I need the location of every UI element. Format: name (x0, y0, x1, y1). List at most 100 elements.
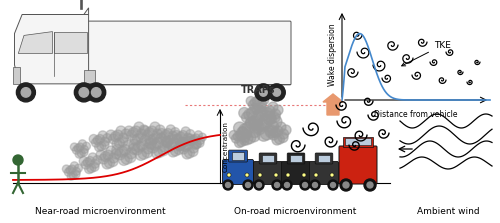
Circle shape (282, 180, 292, 190)
Circle shape (284, 182, 290, 188)
Circle shape (174, 145, 184, 155)
Circle shape (74, 83, 94, 102)
Circle shape (266, 126, 276, 136)
Circle shape (106, 146, 116, 156)
Text: Distance from vehicle: Distance from vehicle (374, 110, 458, 119)
Circle shape (328, 180, 338, 190)
Circle shape (128, 143, 140, 154)
Circle shape (79, 88, 88, 97)
Circle shape (239, 124, 251, 136)
Circle shape (245, 173, 249, 177)
Circle shape (123, 140, 134, 151)
Circle shape (184, 148, 194, 158)
Circle shape (273, 126, 283, 136)
Circle shape (269, 115, 282, 128)
Circle shape (97, 142, 106, 151)
Circle shape (286, 173, 290, 177)
Circle shape (80, 148, 88, 156)
Circle shape (121, 129, 131, 139)
Circle shape (126, 148, 136, 159)
Circle shape (272, 135, 282, 145)
Circle shape (158, 145, 169, 156)
Circle shape (246, 107, 258, 118)
Text: Ambient wind: Ambient wind (416, 207, 480, 217)
Circle shape (140, 135, 151, 146)
Circle shape (138, 148, 149, 159)
Circle shape (180, 138, 189, 147)
Circle shape (161, 130, 170, 139)
Text: Near-road microenvironment: Near-road microenvironment (34, 207, 166, 217)
Circle shape (152, 129, 162, 139)
Circle shape (246, 182, 250, 188)
Circle shape (232, 134, 240, 143)
Circle shape (281, 125, 291, 135)
Circle shape (234, 122, 245, 134)
Circle shape (255, 84, 272, 101)
Circle shape (146, 135, 156, 145)
Circle shape (254, 180, 264, 190)
Circle shape (188, 147, 198, 157)
Polygon shape (54, 32, 86, 54)
Circle shape (330, 182, 336, 188)
Circle shape (111, 149, 121, 159)
Circle shape (88, 153, 97, 162)
Circle shape (104, 158, 115, 168)
Circle shape (314, 173, 318, 177)
Circle shape (90, 162, 99, 171)
Circle shape (198, 133, 206, 141)
Circle shape (255, 93, 264, 102)
Circle shape (237, 138, 246, 147)
Circle shape (170, 146, 180, 156)
Circle shape (266, 114, 276, 124)
Circle shape (112, 145, 123, 155)
Circle shape (268, 84, 285, 101)
Circle shape (264, 115, 274, 125)
Circle shape (148, 134, 158, 144)
Circle shape (170, 128, 179, 137)
Circle shape (270, 128, 280, 138)
Circle shape (87, 164, 96, 173)
Circle shape (74, 144, 82, 152)
Circle shape (172, 130, 181, 140)
Circle shape (131, 126, 141, 136)
Circle shape (158, 141, 170, 152)
Circle shape (248, 116, 259, 127)
Circle shape (181, 127, 190, 136)
Circle shape (229, 130, 238, 140)
Circle shape (79, 157, 88, 165)
Circle shape (242, 130, 252, 139)
Circle shape (93, 136, 102, 145)
Circle shape (130, 135, 140, 145)
FancyBboxPatch shape (85, 21, 291, 85)
Circle shape (157, 128, 166, 138)
Circle shape (174, 134, 184, 143)
Circle shape (238, 127, 247, 136)
Circle shape (236, 130, 244, 140)
Circle shape (136, 129, 146, 139)
Bar (12, 67, 20, 84)
Circle shape (196, 139, 204, 147)
Circle shape (367, 182, 373, 188)
Circle shape (278, 132, 288, 142)
Bar (290, 155, 302, 162)
Circle shape (176, 132, 185, 141)
Circle shape (132, 134, 142, 144)
Circle shape (252, 121, 264, 133)
Circle shape (150, 122, 160, 132)
Circle shape (260, 96, 268, 105)
Circle shape (273, 105, 283, 115)
Text: TRAPs: TRAPs (241, 85, 275, 95)
Circle shape (113, 130, 123, 140)
Circle shape (248, 100, 258, 109)
Circle shape (244, 109, 255, 120)
Circle shape (178, 139, 186, 148)
Circle shape (176, 140, 186, 150)
Circle shape (72, 146, 80, 154)
Circle shape (186, 130, 194, 139)
Circle shape (74, 164, 82, 172)
Circle shape (117, 146, 128, 157)
Circle shape (116, 126, 126, 136)
FancyBboxPatch shape (287, 153, 305, 164)
Circle shape (164, 142, 174, 152)
Circle shape (364, 179, 376, 191)
